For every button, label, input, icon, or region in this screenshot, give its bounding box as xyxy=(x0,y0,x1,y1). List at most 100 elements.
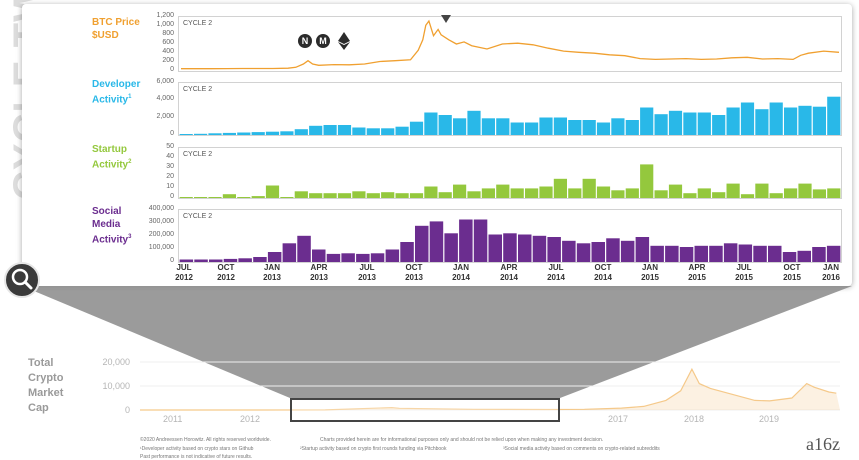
social-bar xyxy=(444,233,458,262)
dev-bar xyxy=(208,133,222,135)
startup-bar xyxy=(726,183,740,198)
x-axis-month: APR xyxy=(500,263,518,272)
dev-bar xyxy=(309,125,323,135)
dev-bar xyxy=(726,107,740,135)
dev-bar xyxy=(697,112,711,135)
x-axis-year: 2016 xyxy=(822,273,840,282)
ethereum-icon xyxy=(338,32,350,50)
x-axis-month: OCT xyxy=(594,263,612,272)
social-bar xyxy=(267,252,282,262)
dev-bar xyxy=(265,131,280,135)
market-cap-year-label: 2018 xyxy=(684,414,705,424)
dev-y-tick: 2,000 xyxy=(156,112,174,120)
startup-bar xyxy=(237,197,251,198)
x-axis-year: 2014 xyxy=(500,273,518,282)
startup-svg xyxy=(179,164,841,198)
dev-bar xyxy=(812,106,826,135)
market-cap-year-label: 2019 xyxy=(759,414,780,424)
social-bar xyxy=(326,253,341,262)
startup-bar xyxy=(654,190,668,198)
social-bar xyxy=(400,242,414,262)
social-y-tick: 0 xyxy=(170,257,174,264)
x-axis-month: JUL xyxy=(176,263,192,272)
startup-bar xyxy=(568,188,582,198)
startup-bar xyxy=(784,188,798,198)
market-cap-label: Total Crypto Market Cap xyxy=(28,356,63,416)
footnote: ©2020 Andreessen Horowitz. All rights re… xyxy=(140,437,271,443)
startup-y-tick: 10 xyxy=(166,183,174,190)
dev-bar xyxy=(323,125,337,135)
x-axis-year: 2015 xyxy=(735,273,753,282)
x-axis-year: 2013 xyxy=(358,273,376,282)
x-axis-label: APR 2014 xyxy=(493,263,525,283)
btc-title-line: BTC Price xyxy=(92,17,140,28)
startup-y-tick: 0 xyxy=(170,193,174,200)
dev-bar xyxy=(424,112,438,135)
x-axis-label: JUL 2015 xyxy=(728,263,760,283)
x-axis-label: JUL 2014 xyxy=(540,263,572,283)
x-axis-year: 2012 xyxy=(217,273,235,282)
zoom-selection-box[interactable] xyxy=(290,398,560,422)
dev-bar xyxy=(194,133,208,135)
startup-title-line: Startup xyxy=(92,144,127,155)
social-bar xyxy=(341,253,355,262)
btc-y-tick: 0 xyxy=(170,66,174,73)
dev-bar xyxy=(539,117,553,135)
social-bar xyxy=(473,219,488,262)
btc-y-tick: 1,000 xyxy=(156,21,174,28)
dev-bar xyxy=(251,132,265,135)
btc-title-line: $USD xyxy=(92,30,119,41)
social-bar xyxy=(385,249,400,262)
social-bar xyxy=(179,259,194,262)
x-axis-month: JAN xyxy=(641,263,658,272)
dev-bar xyxy=(755,109,769,135)
x-axis-label: JUL 2013 xyxy=(351,263,383,283)
social-bar xyxy=(635,237,650,262)
startup-title-line: Activity xyxy=(92,159,129,171)
social-y-tick: 100,000 xyxy=(148,244,174,251)
x-axis-month: JUL xyxy=(736,263,752,272)
x-axis-label: OCT 2014 xyxy=(587,263,619,283)
startup-bar xyxy=(467,191,481,198)
social-bar xyxy=(223,258,238,262)
startup-bar xyxy=(265,185,280,198)
social-bar xyxy=(738,244,753,262)
x-axis-year: 2015 xyxy=(688,273,706,282)
magnifier-icon xyxy=(11,268,33,290)
dev-bar xyxy=(553,117,567,135)
magnifier-button[interactable] xyxy=(4,262,40,298)
startup-bar xyxy=(539,186,553,198)
social-bar xyxy=(709,245,723,262)
market-cap-plot xyxy=(140,361,840,411)
social-bar xyxy=(650,245,664,262)
dev-bar xyxy=(611,118,625,135)
startup-bar xyxy=(280,197,294,198)
x-axis-label: JAN 2016 xyxy=(815,263,847,283)
social-title-line: Media xyxy=(92,219,121,230)
btc-y-tick: 600 xyxy=(162,39,174,46)
startup-bar xyxy=(222,194,236,198)
social-cycle-tag: CYCLE 2 xyxy=(183,213,213,220)
startup-bar xyxy=(194,197,208,198)
startup-bar xyxy=(596,186,611,198)
dev-bar xyxy=(237,132,251,135)
social-bar xyxy=(562,240,576,262)
btc-y-tick: 200 xyxy=(162,57,174,64)
dev-bar xyxy=(381,128,395,135)
startup-plot: CYCLE 2 xyxy=(178,147,842,199)
dev-bar xyxy=(179,134,193,135)
btc-plot: CYCLE 2 xyxy=(178,16,842,72)
social-bar xyxy=(591,242,605,262)
startup-bar xyxy=(625,188,639,198)
btc-y-tick: 800 xyxy=(162,30,174,37)
dev-bar xyxy=(481,118,495,135)
dev-bar xyxy=(654,114,668,135)
market-cap-year-label: 2012 xyxy=(240,414,261,424)
dev-bar xyxy=(640,107,654,135)
x-axis-year: 2014 xyxy=(594,273,612,282)
startup-bar xyxy=(309,193,323,198)
brand-logo: a16z xyxy=(806,434,840,454)
btc-cycle-tag: CYCLE 2 xyxy=(183,20,213,27)
dev-bar xyxy=(712,115,726,135)
